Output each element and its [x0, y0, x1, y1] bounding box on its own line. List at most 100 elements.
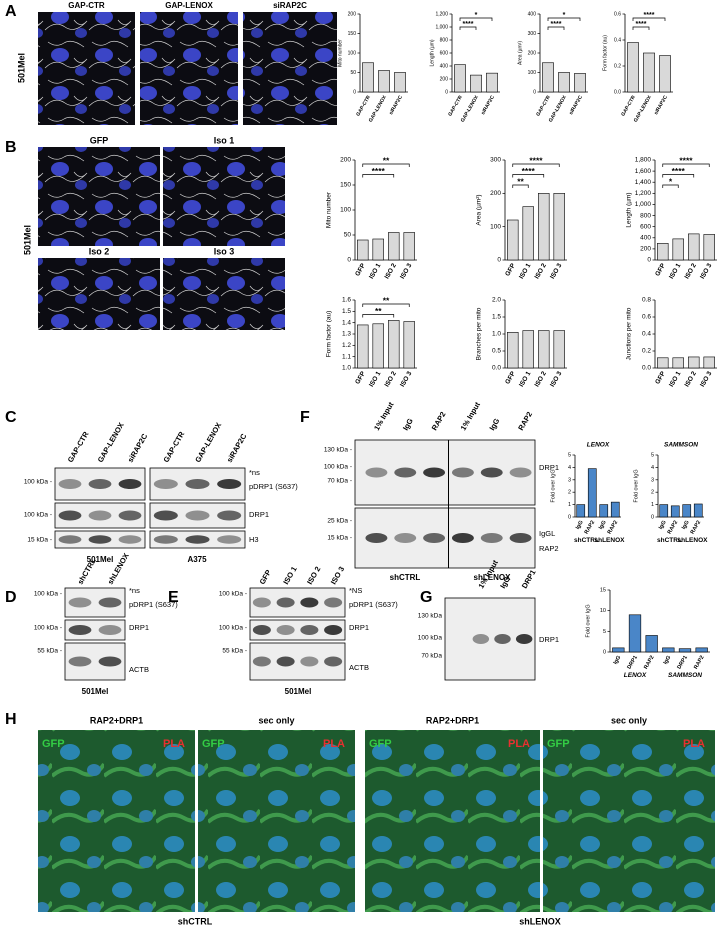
bar [672, 357, 684, 369]
y-tick-label: 200 [640, 246, 651, 253]
condition-title: RAP2+DRP1 [426, 715, 479, 725]
micrograph [38, 147, 160, 246]
y-tick-label: 150 [340, 182, 351, 189]
channel-label: GFP [547, 738, 570, 750]
band [276, 625, 295, 635]
band [394, 533, 417, 543]
sig-bracket [547, 26, 565, 30]
x-tick-label: GFP [354, 370, 367, 386]
sig-bracket [632, 17, 666, 21]
x-tick-label: ISO 3 [699, 262, 714, 280]
bar [695, 647, 708, 653]
size-marker: 70 kDa - [327, 478, 352, 485]
x-tick-label: ISO 1 [668, 262, 683, 280]
band-label: *ns [249, 468, 260, 477]
sig-label: **** [672, 166, 686, 176]
band [252, 656, 271, 667]
band [276, 656, 295, 667]
x-tick-label: ISO 2 [534, 262, 549, 280]
y-tick-label: 0.0 [614, 89, 621, 95]
chart-title: SAMMSON [664, 442, 698, 449]
y-tick-label: 0 [651, 514, 654, 520]
size-marker: 15 kDa - [327, 535, 352, 542]
group-label: SAMMSON [668, 672, 702, 679]
channel-label: PLA [323, 738, 345, 750]
x-tick-label: ISO 1 [668, 370, 683, 388]
condition-title: sec only [611, 715, 647, 725]
bar [682, 504, 692, 518]
y-tick-label: 800 [640, 212, 651, 219]
size-marker: 100 kDa - [34, 625, 62, 632]
band [515, 634, 533, 644]
band-label: ACTB [349, 663, 369, 672]
y-tick-label: 1.6 [342, 297, 351, 304]
channel-label: GFP [369, 738, 392, 750]
y-tick-label: 0.4 [614, 37, 621, 43]
y-tick-label: 100 [348, 50, 357, 56]
sig-bracket [662, 163, 710, 167]
x-tick-label: GFP [654, 370, 667, 386]
band [365, 467, 388, 478]
band [324, 656, 343, 667]
x-tick-label: ISO 3 [399, 370, 414, 388]
band [394, 467, 417, 478]
x-tick-label: ISO 2 [534, 370, 549, 388]
bar [659, 55, 671, 93]
group-label: shCTRL [390, 573, 421, 582]
x-tick-label: GFP [504, 370, 517, 386]
micrograph [38, 258, 160, 330]
lane-label: ISO 2 [305, 565, 322, 586]
band [98, 597, 122, 608]
sig-label: **** [636, 21, 647, 28]
x-tick-label: IgG [613, 655, 623, 666]
y-axis-label: Fold over IgG [633, 469, 639, 502]
lane-label: ISO 3 [329, 565, 346, 586]
bar [486, 72, 498, 93]
y-axis-label: Branches per mito [476, 307, 483, 360]
image-title: GFP [90, 135, 109, 145]
y-tick-label: 0.0 [642, 365, 651, 372]
band-label: pDRP1 (S637) [249, 482, 298, 491]
y-tick-label: 3 [568, 477, 571, 483]
group-label: LENOX [624, 672, 647, 679]
y-tick-label: 0.0 [492, 365, 501, 372]
bar [576, 504, 586, 518]
x-tick-label: GFP [504, 262, 517, 278]
x-tick-label: ISO 1 [518, 262, 533, 280]
micrograph [243, 12, 337, 125]
bar [542, 62, 554, 93]
y-tick-label: 800 [440, 37, 449, 43]
x-tick-label: RAP2 [693, 655, 706, 671]
lane-label: shCTRL [76, 556, 98, 586]
y-tick-label: 200 [440, 76, 449, 82]
band [300, 656, 319, 667]
bar [688, 233, 700, 261]
bar [703, 234, 715, 261]
sig-label: * [669, 176, 673, 186]
sig-label: **** [529, 155, 543, 165]
band-label: DRP1 [349, 623, 369, 632]
sig-bracket [362, 303, 410, 307]
y-axis-label: Mito number [337, 39, 343, 67]
y-tick-label: 1,800 [635, 157, 652, 164]
band [68, 597, 92, 608]
size-marker: 100 kDa - [24, 512, 52, 519]
x-tick-label: ISO 3 [699, 370, 714, 388]
band [58, 535, 82, 544]
band [185, 479, 210, 489]
micrograph [38, 12, 135, 125]
bar [394, 72, 406, 93]
panel-letter: A [5, 3, 17, 20]
x-tick-label: ISO 3 [549, 262, 564, 280]
x-tick-label: DRP1 [676, 655, 689, 671]
size-marker: 55 kDa - [222, 648, 247, 655]
band-label: *NS [349, 586, 362, 595]
cell-line: 501Mel [285, 687, 312, 696]
micrograph [163, 258, 285, 330]
sig-label: **** [679, 155, 693, 165]
bar [678, 648, 692, 653]
y-tick-label: 600 [440, 50, 449, 56]
sig-bracket [459, 26, 477, 30]
lane-label: siRAP2C [225, 432, 249, 464]
x-tick-label: siRAP2C [653, 94, 669, 116]
